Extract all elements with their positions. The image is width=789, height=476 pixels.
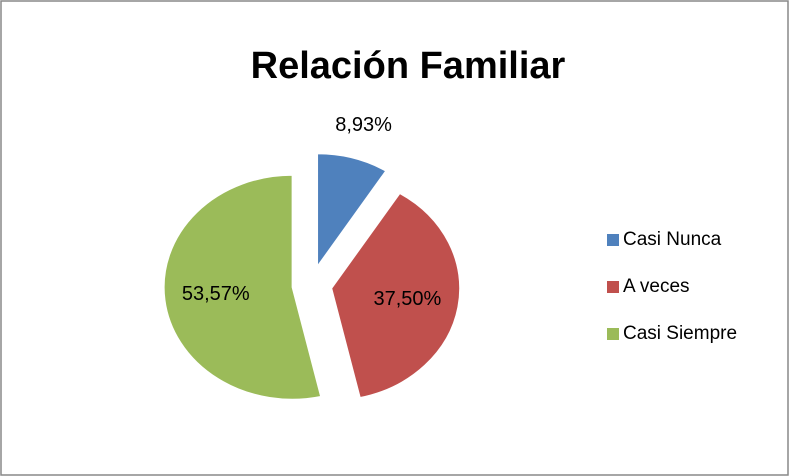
pie-slice xyxy=(331,192,461,399)
pie-slice xyxy=(163,174,322,400)
data-label: 8,93% xyxy=(335,114,392,136)
legend-label: Casi Nunca xyxy=(623,229,722,250)
data-label: 53,57% xyxy=(182,283,250,305)
data-label: 37,50% xyxy=(374,288,442,310)
chart-title: Relación Familiar xyxy=(251,45,566,87)
legend-swatch xyxy=(607,328,619,340)
pie-slice xyxy=(317,153,387,268)
legend-swatch xyxy=(607,281,619,293)
legend-swatch xyxy=(607,234,619,246)
legend-label: Casi Siempre xyxy=(623,323,737,344)
legend-label: A veces xyxy=(623,276,690,297)
